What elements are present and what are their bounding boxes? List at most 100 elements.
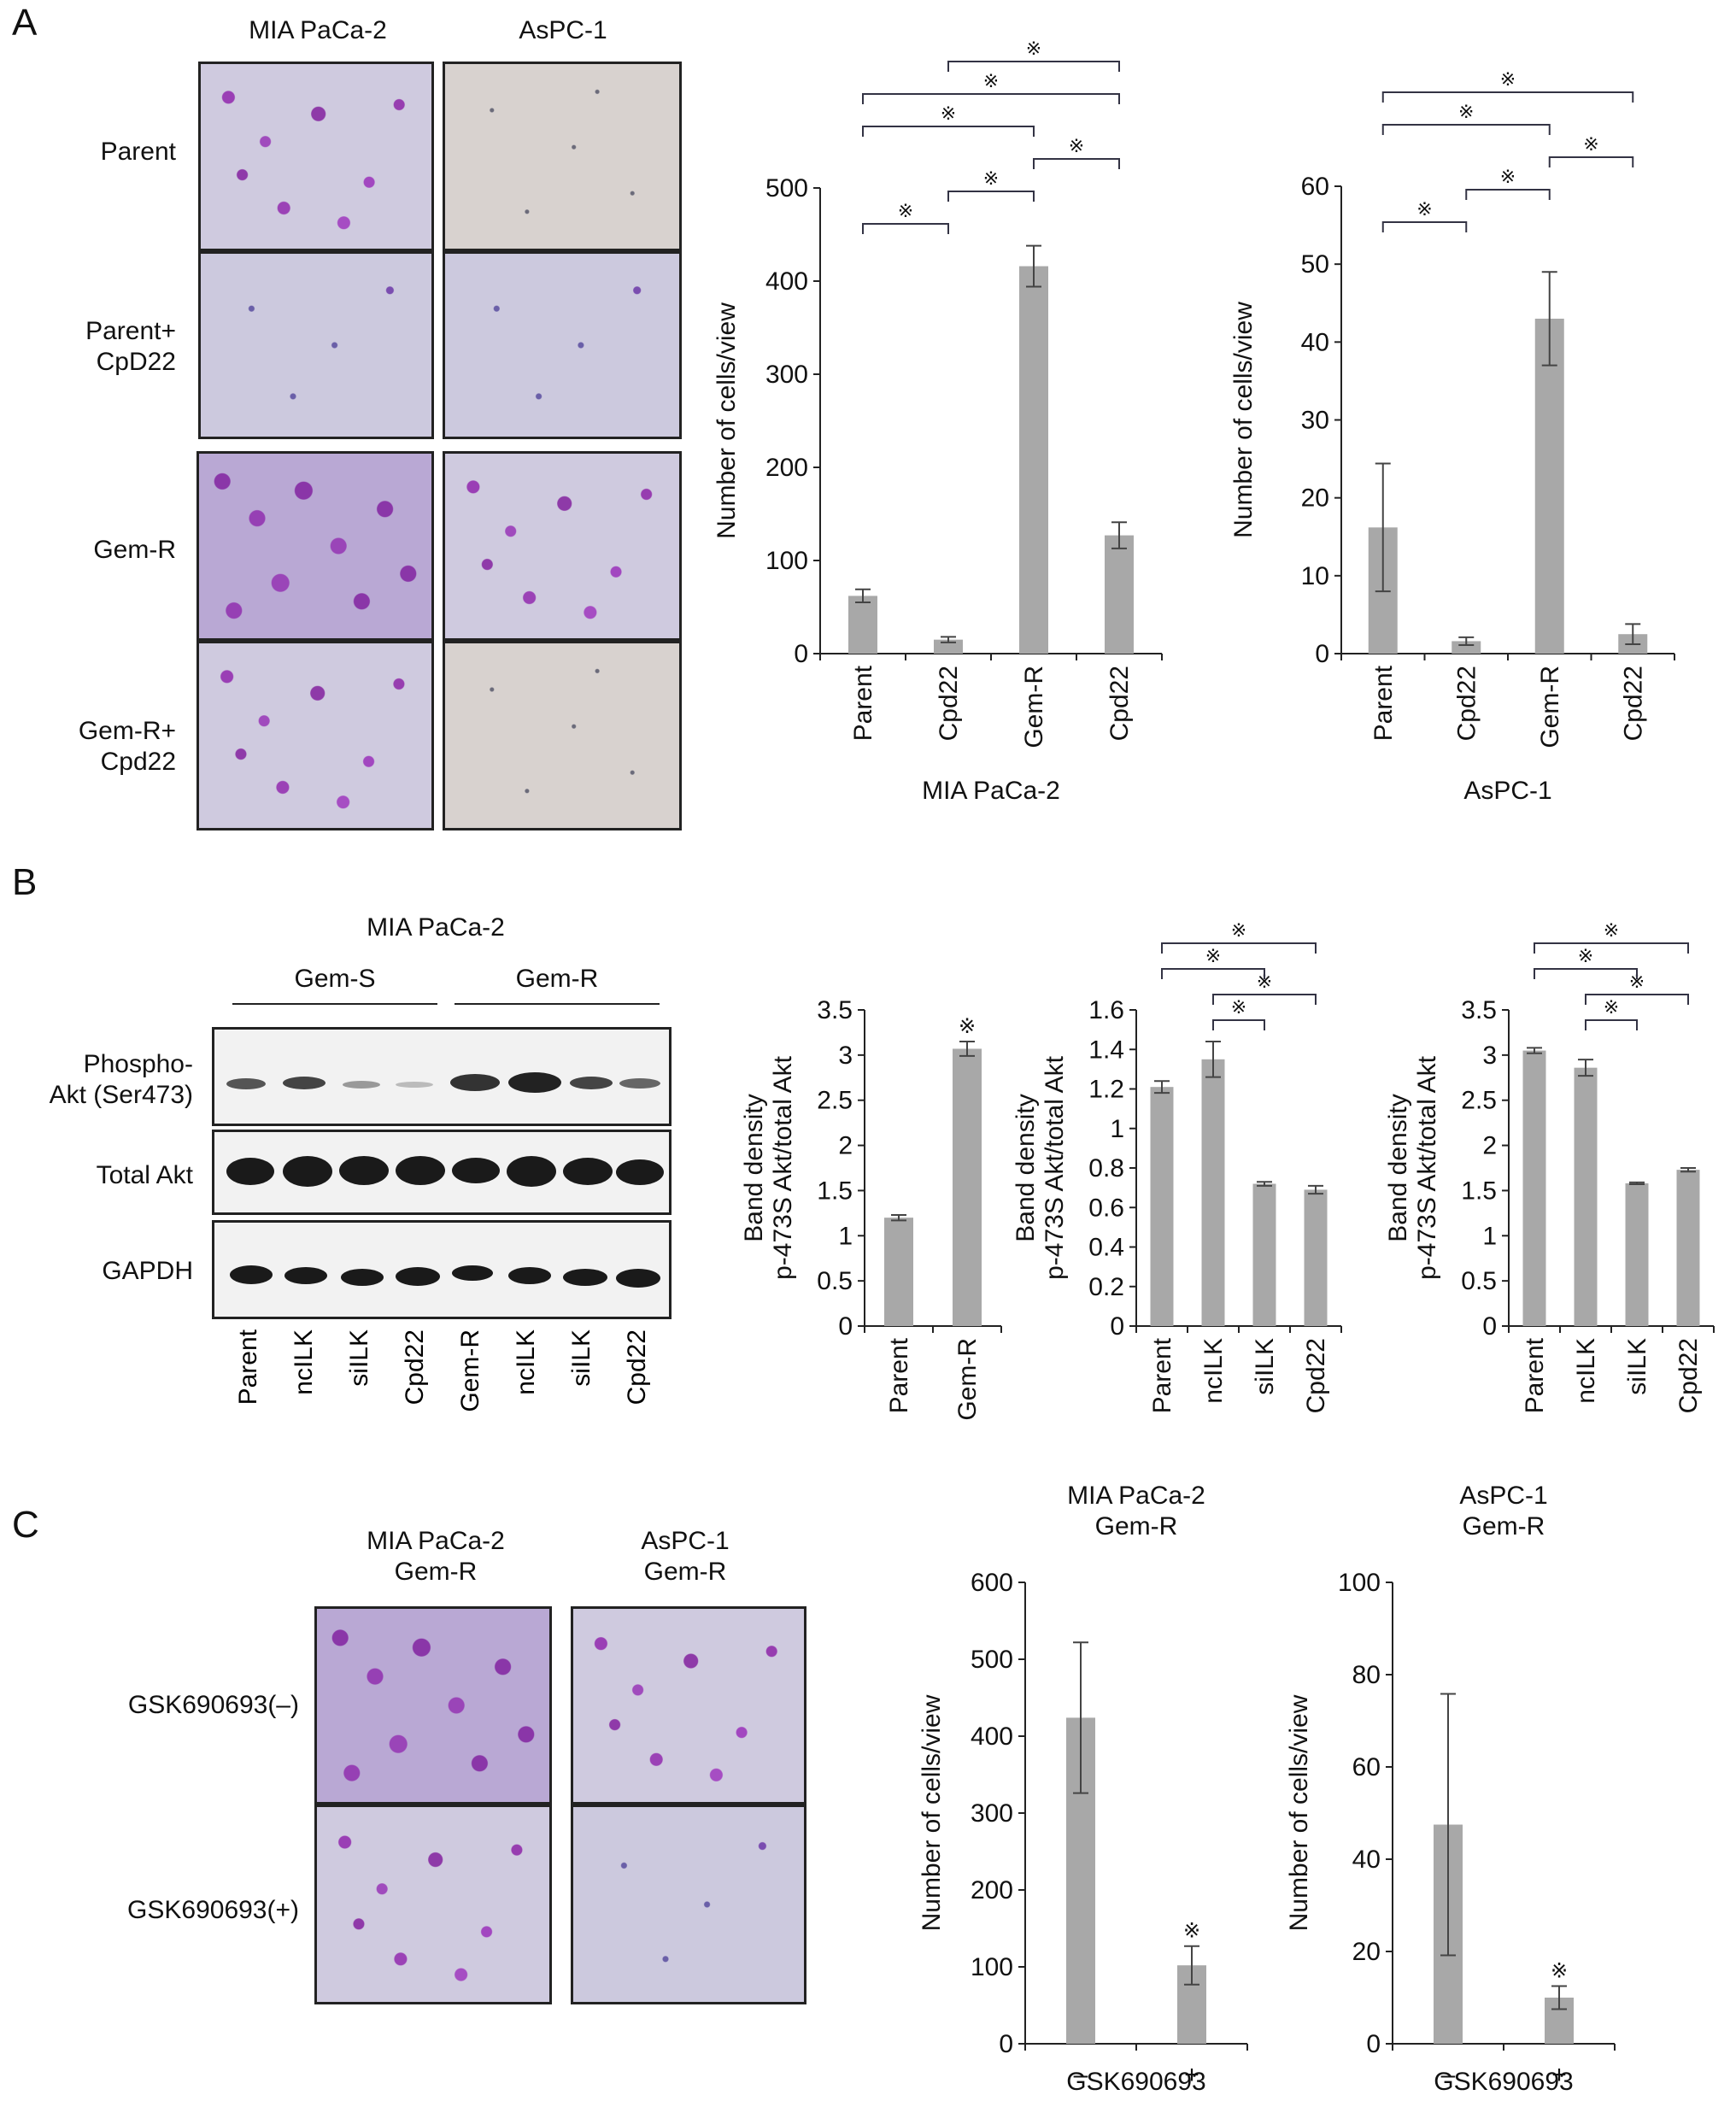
group-underline-gem-r [455, 1003, 660, 1005]
significance-bracket [1383, 222, 1467, 232]
significance-bracket [863, 126, 1034, 137]
band [563, 1158, 613, 1185]
blot-row-label-line: Total Akt [97, 1161, 193, 1189]
y-tick-label: 1.6 [1088, 996, 1124, 1024]
band [619, 1078, 660, 1089]
row-label-line: Parent [101, 138, 176, 166]
chart-b-gem-r-silk: 0 0.5 1 1.5 2 2.5 3 3.5 Parent ncILK siILK Cpd22 Ban… [1364, 848, 1722, 1446]
y-tick-label: 3 [838, 1042, 853, 1070]
band [452, 1265, 493, 1281]
significance-bracket [1586, 1020, 1637, 1030]
significance-star: ※ [1231, 919, 1246, 941]
group-label-gem-s: Gem-S [232, 964, 437, 995]
significance-bracket [1383, 125, 1550, 135]
band [616, 1269, 660, 1288]
y-axis-label: p-473S Akt/total Akt [1041, 1055, 1069, 1279]
band [508, 1267, 551, 1284]
lane-label: siILK [345, 1329, 373, 1387]
micrograph-c-aspc-plus [571, 1805, 806, 2004]
significance-star: ※ [1604, 919, 1619, 941]
significance-star: ※ [898, 200, 913, 221]
y-tick-label: 200 [971, 1876, 1013, 1904]
band [616, 1159, 664, 1185]
y-tick-label: 30 [1301, 407, 1329, 435]
y-tick-label: 0 [838, 1312, 853, 1341]
band [508, 1072, 561, 1093]
group-underline-gem-s [232, 1003, 437, 1005]
col-header-line: AsPC-1 [641, 1527, 729, 1555]
y-tick-label: 3 [1482, 1042, 1497, 1070]
y-tick-label: 400 [765, 267, 808, 296]
row-label-line: Cpd22 [101, 748, 176, 776]
col-header-line: Gem-R [395, 1558, 478, 1586]
significance-star: ※ [983, 70, 999, 91]
y-tick-label: 0.5 [1461, 1267, 1497, 1295]
panel-letter-c: C [12, 1504, 39, 1546]
chart-title: Gem-R [1095, 1512, 1178, 1541]
category-label: Parent [1521, 1337, 1549, 1413]
x-axis-label: MIA PaCa-2 [922, 777, 1060, 805]
bar [1626, 1183, 1649, 1326]
y-axis-label: p-473S Akt/total Akt [1413, 1055, 1441, 1279]
bar [1677, 1170, 1700, 1326]
blot-row-label-phospho: Phospho- Akt (Ser473) [9, 1049, 193, 1111]
category-label: Cpd22 [935, 666, 963, 741]
bar [1105, 536, 1134, 654]
col-header-aspc1: AsPC-1 [444, 15, 682, 46]
micrograph-c-mia-plus [314, 1805, 552, 2004]
band [341, 1269, 384, 1286]
micrograph-a-aspc-gem-r-cpd22 [443, 641, 682, 830]
category-label: ncILK [1199, 1338, 1228, 1404]
y-tick-label: 100 [765, 547, 808, 575]
y-tick-label: 3.5 [1461, 996, 1497, 1024]
significance-bracket [1383, 92, 1633, 103]
significance-bracket [948, 62, 1119, 72]
micrograph-a-mia-gem-r-cpd22 [196, 641, 434, 830]
bar [953, 1048, 982, 1326]
y-tick-label: 40 [1352, 1846, 1381, 1874]
y-tick-label: 0 [1482, 1312, 1497, 1341]
y-tick-label: 300 [971, 1799, 1013, 1828]
significance-star: ※ [983, 167, 999, 189]
y-axis-label: Band density [1012, 1094, 1040, 1241]
category-label: Cpd22 [1674, 1338, 1703, 1413]
y-tick-label: 100 [971, 1953, 1013, 1981]
category-label: Cpd22 [1106, 666, 1134, 741]
lane-label: ncILK [512, 1329, 540, 1395]
category-label: siILK [1251, 1338, 1279, 1395]
blot-row-label-line: Phospho- [84, 1050, 193, 1078]
y-tick-label: 20 [1301, 484, 1329, 513]
y-axis-label: p-473S Akt/total Akt [769, 1055, 797, 1279]
micrograph-c-mia-minus [314, 1606, 552, 1805]
y-tick-label: 2.5 [817, 1087, 853, 1115]
y-tick-label: 2 [1482, 1132, 1497, 1160]
bar [884, 1218, 913, 1326]
significance-star: ※ [1416, 198, 1432, 220]
chart-b-gem-s-silk: 0 0.2 0.4 0.6 0.8 1 1.2 1.4 1.6 Parent ncILK siILK C… [1000, 848, 1350, 1446]
category-label: ncILK [1572, 1338, 1600, 1404]
band [570, 1077, 613, 1089]
panel-letter-a: A [12, 2, 37, 44]
row-label-line: Parent+ [85, 317, 176, 345]
group-label-gem-r: Gem-R [455, 964, 660, 995]
micrograph-a-aspc-parent-cpd22 [443, 251, 682, 439]
band [450, 1074, 500, 1091]
significance-star: ※ [1500, 166, 1516, 187]
band [339, 1156, 389, 1185]
y-tick-label: 1 [1110, 1115, 1124, 1143]
y-axis-label: Number of cells/view [918, 1694, 946, 1931]
y-tick-label: 0.8 [1088, 1154, 1124, 1183]
significance-star: ※ [1551, 1960, 1568, 1983]
y-tick-label: 60 [1352, 1753, 1381, 1781]
lane-label: Gem-R [456, 1329, 484, 1412]
row-label-parent-cpd22: Parent+ CpD22 [17, 316, 176, 378]
y-tick-label: 0 [1110, 1312, 1124, 1341]
lane-label: ncILK [290, 1329, 318, 1395]
y-tick-label: 1 [838, 1222, 853, 1250]
significance-star: ※ [1578, 945, 1593, 966]
col-header-c-mia: MIA PaCa-2 Gem-R [316, 1526, 555, 1587]
y-tick-label: 100 [1338, 1569, 1381, 1597]
y-tick-label: 0.5 [817, 1267, 853, 1295]
blot-row-label-total: Total Akt [9, 1160, 193, 1191]
y-tick-label: 0.4 [1088, 1234, 1124, 1262]
